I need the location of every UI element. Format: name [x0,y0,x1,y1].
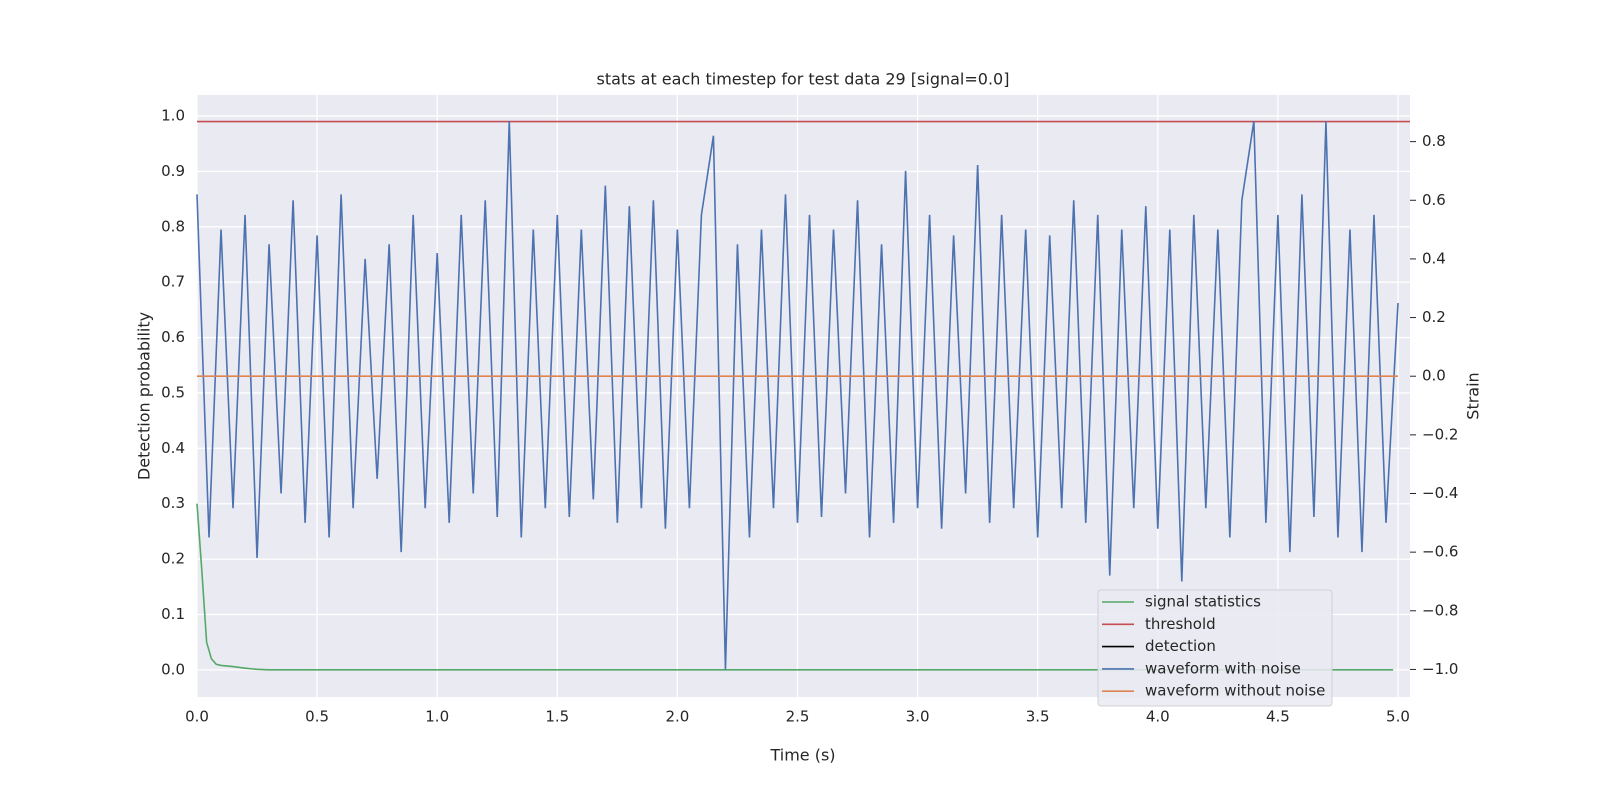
x-tick-label: 5.0 [1386,708,1410,726]
x-tick-label: 4.5 [1266,708,1290,726]
x-axis-label: Time (s) [769,746,835,765]
y-tick-label: 0.3 [161,494,185,512]
x-tick-label: 0.5 [305,708,329,726]
x-tick-label: 3.0 [906,708,930,726]
y-tick-label: 0.6 [161,328,185,346]
y2-tick-label: 0.2 [1422,308,1446,326]
y2-tick-label: 0.0 [1422,367,1446,385]
legend-label: waveform with noise [1145,659,1301,677]
chart-title: stats at each timestep for test data 29 … [597,70,1010,89]
x-tick-label: 4.0 [1146,708,1170,726]
x-tick-label: 1.0 [425,708,449,726]
legend-label: signal statistics [1145,593,1261,611]
y-tick-label: 0.7 [161,273,185,291]
x-tick-label: 2.0 [665,708,689,726]
x-tick-label: 0.0 [185,708,209,726]
y2-tick-label: 0.8 [1422,132,1446,150]
series-line [196,503,1394,671]
y2-axis-label: Strain [1464,372,1483,419]
y-tick-label: 0.4 [161,439,185,457]
y-tick-label: 0.9 [161,162,185,180]
y2-tick-label: −0.8 [1422,601,1458,619]
y2-tick-label: −0.6 [1422,543,1458,561]
x-tick-label: 1.5 [545,708,569,726]
legend-box [1097,589,1333,707]
legend: signal statistics threshold detection wavef… [1097,589,1333,707]
y-tick-label: 0.2 [161,550,185,568]
series-line [196,120,1399,670]
y-tick-label: 0.0 [161,660,185,678]
y-tick-label: 0.8 [161,217,185,235]
legend-label: detection [1145,637,1216,655]
legend-label: threshold [1145,615,1216,633]
y2-tick-label: −0.2 [1422,425,1458,443]
y-tick-label: 0.5 [161,383,185,401]
y2-tick-label: −1.0 [1422,660,1458,678]
y2-tick-label: −0.4 [1422,484,1458,502]
y2-tick-label: 0.6 [1422,191,1446,209]
legend-label: waveform without noise [1145,682,1325,700]
y2-tick-label: 0.4 [1422,249,1446,267]
x-tick-label: 2.5 [786,708,810,726]
y-axis-label: Detection probability [135,312,154,480]
y-tick-label: 0.1 [161,605,185,623]
x-tick-label: 3.5 [1026,708,1050,726]
y-tick-label: 1.0 [161,107,185,125]
